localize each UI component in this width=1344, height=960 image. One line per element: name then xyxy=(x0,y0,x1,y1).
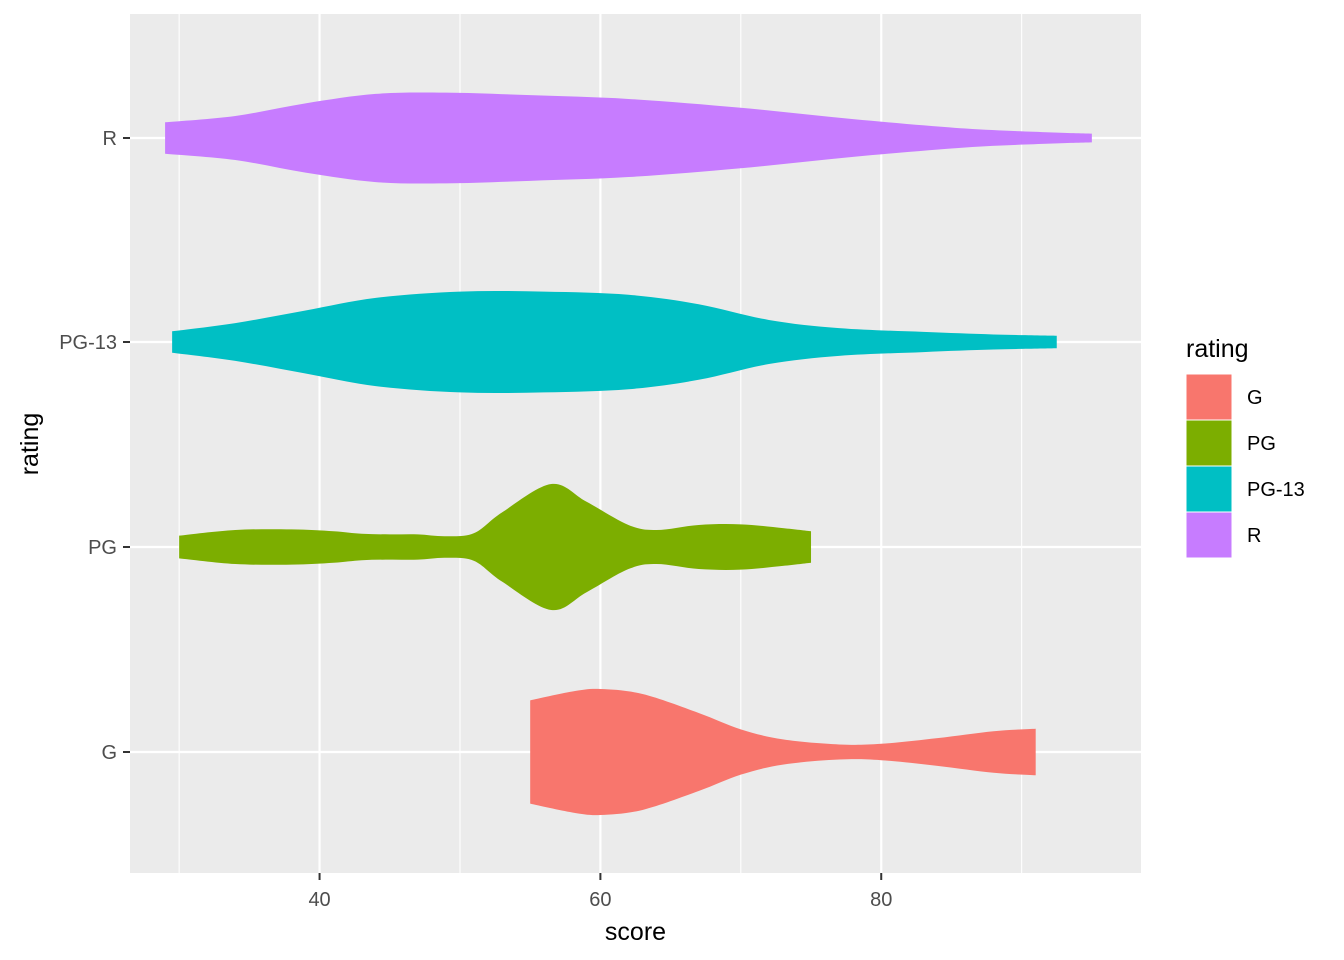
violins xyxy=(165,92,1092,816)
legend: rating G PG PG-13 R xyxy=(1185,335,1305,559)
violin-pg xyxy=(179,483,812,611)
x-tick-label: 80 xyxy=(870,889,892,911)
legend-label: R xyxy=(1247,525,1261,547)
y-tick-label: R xyxy=(103,128,117,150)
legend-key-r xyxy=(1185,511,1233,559)
x-axis-title: score xyxy=(605,918,666,946)
legend-title: rating xyxy=(1186,335,1249,363)
legend-key-pg xyxy=(1185,419,1233,467)
y-tick-label: PG xyxy=(88,537,117,559)
violin-g xyxy=(530,688,1036,816)
x-tick-label: 60 xyxy=(589,889,611,911)
axes: 40 60 80 G PG PG-13 R xyxy=(59,128,892,911)
legend-label: G xyxy=(1247,387,1263,409)
x-tick-label: 40 xyxy=(308,889,330,911)
legend-key-g xyxy=(1185,373,1233,421)
violin-pg-13 xyxy=(172,290,1057,394)
legend-label: PG-13 xyxy=(1247,479,1305,501)
legend-key-pg-13 xyxy=(1185,465,1233,513)
y-axis-title: rating xyxy=(16,413,44,476)
violin-r xyxy=(165,92,1092,184)
legend-label: PG xyxy=(1247,433,1276,455)
y-tick-label: PG-13 xyxy=(59,332,117,354)
y-tick-label: G xyxy=(101,742,117,764)
